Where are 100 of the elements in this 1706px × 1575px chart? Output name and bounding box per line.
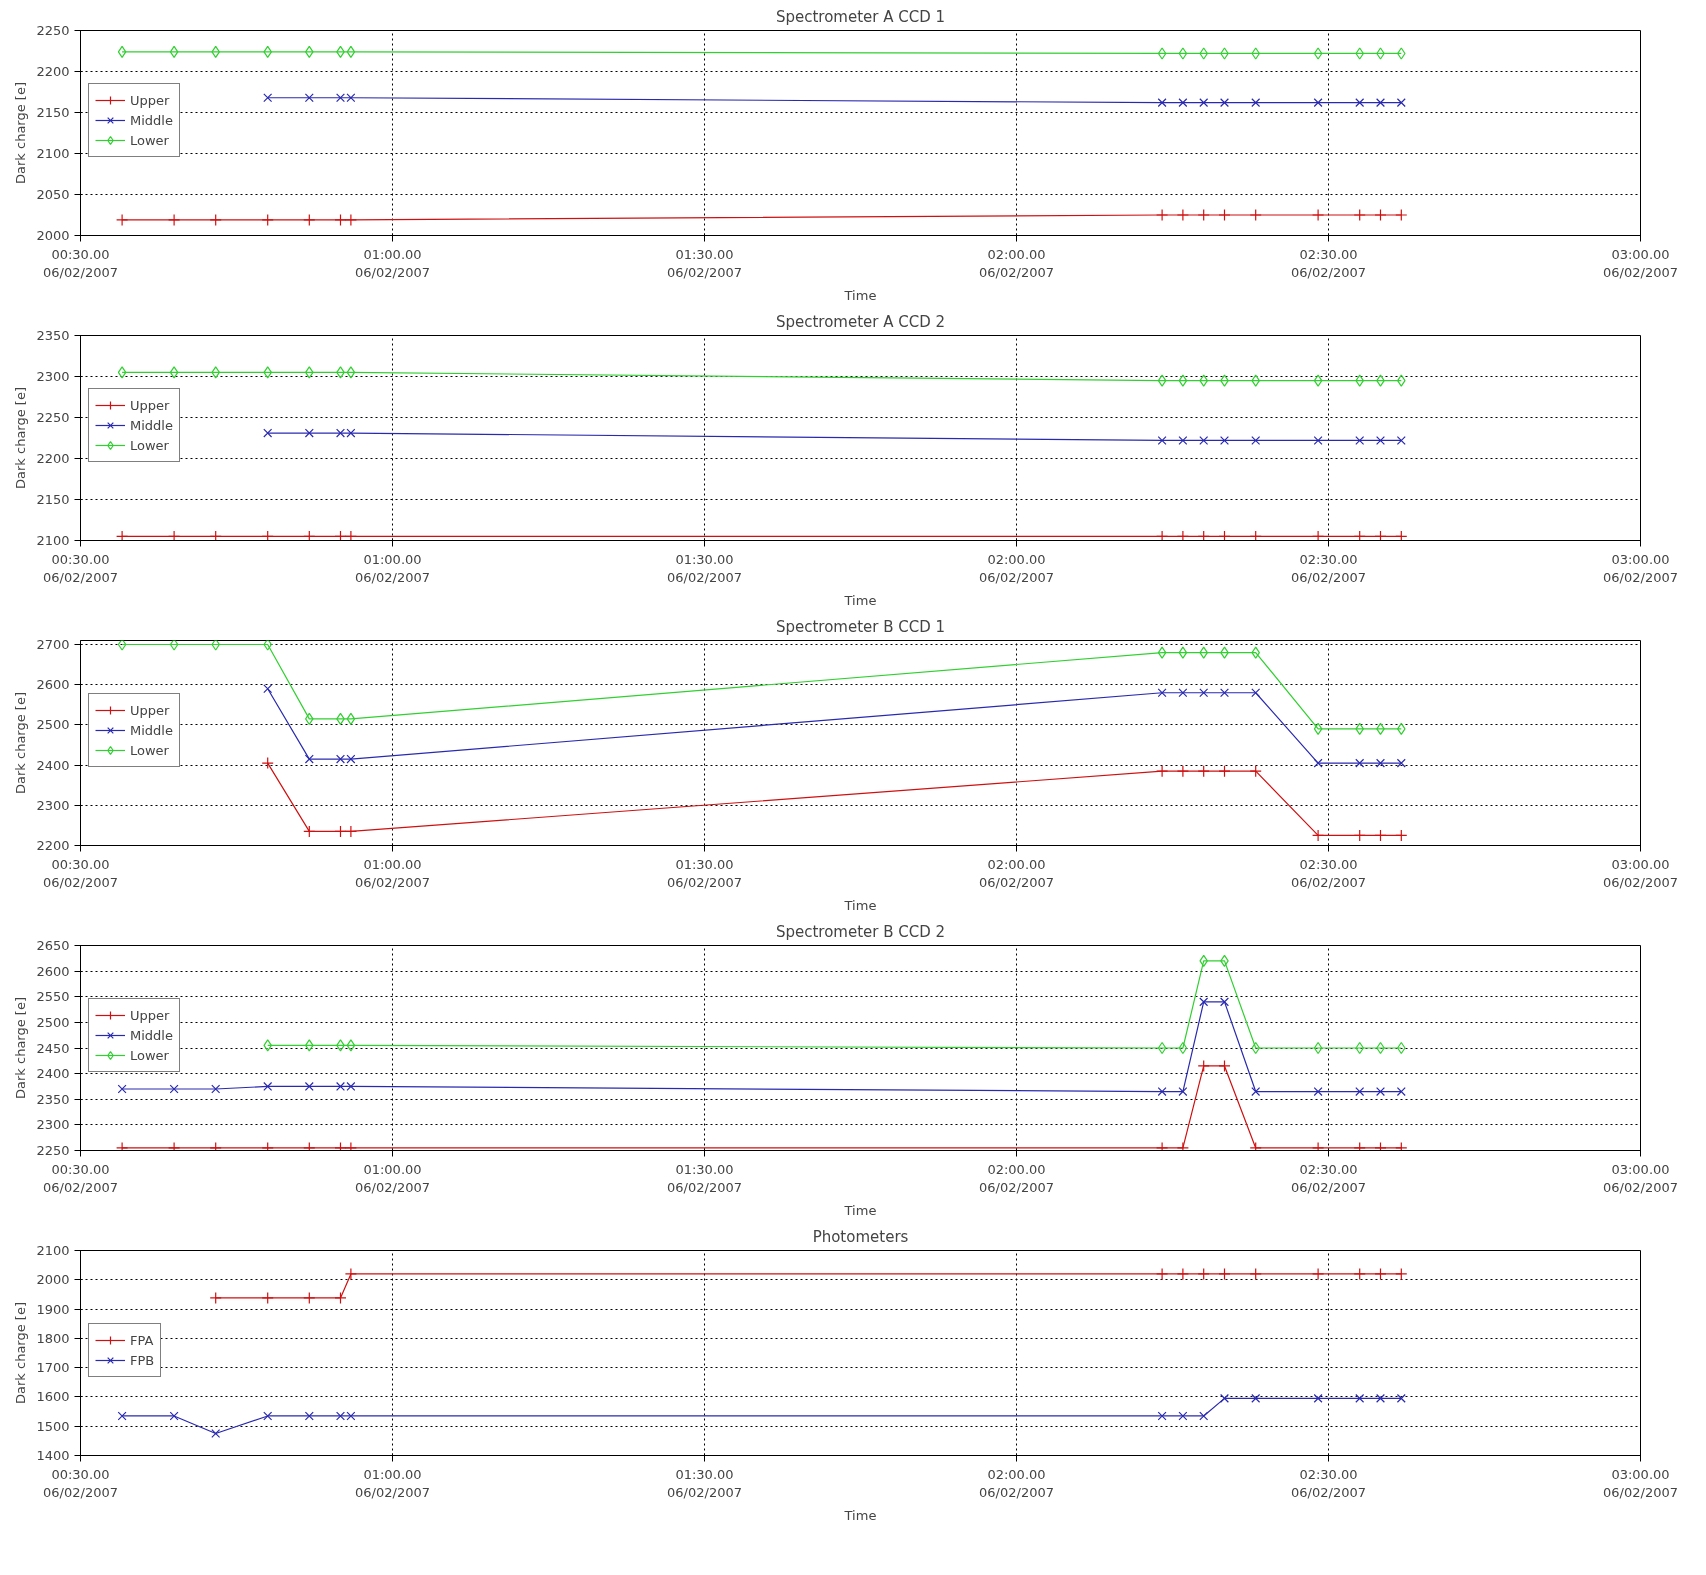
point bbox=[1178, 374, 1188, 387]
point bbox=[1313, 722, 1323, 736]
point bbox=[1220, 997, 1229, 1007]
point bbox=[263, 1411, 273, 1421]
legend-label: Upper bbox=[130, 702, 170, 718]
y-tick-label: 2500 bbox=[36, 1014, 70, 1030]
point bbox=[304, 1081, 314, 1091]
point bbox=[1156, 530, 1169, 541]
point bbox=[1312, 1141, 1325, 1151]
point bbox=[1312, 829, 1325, 842]
point bbox=[261, 530, 274, 541]
legend-label: Lower bbox=[130, 742, 169, 758]
x-tick-label: 01:30.00 06/02/2007 bbox=[667, 1161, 742, 1195]
point bbox=[169, 1411, 179, 1421]
legend-label: Upper bbox=[130, 92, 170, 108]
point bbox=[1178, 1411, 1188, 1421]
x-tick-label: 00:30.00 06/02/2007 bbox=[43, 246, 118, 280]
y-tick-label: 2450 bbox=[36, 1040, 70, 1056]
point bbox=[261, 1141, 274, 1151]
point bbox=[169, 45, 179, 58]
x-tick-label: 02:00.00 06/02/2007 bbox=[979, 551, 1054, 585]
point bbox=[168, 530, 181, 541]
point bbox=[1249, 530, 1262, 541]
legend-label: Upper bbox=[130, 1007, 170, 1023]
point bbox=[304, 1411, 314, 1421]
y-tick-label: 2550 bbox=[36, 989, 70, 1005]
x-tick-label: 01:00.00 06/02/2007 bbox=[355, 1466, 430, 1500]
point bbox=[1197, 1059, 1210, 1073]
point bbox=[1374, 530, 1387, 541]
point bbox=[1355, 1087, 1365, 1097]
y-axis-title: Dark charge [e] bbox=[13, 387, 29, 489]
point bbox=[1249, 1141, 1262, 1151]
x-tick-label: 00:30.00 06/02/2007 bbox=[43, 856, 118, 890]
point bbox=[211, 640, 220, 651]
point bbox=[1249, 208, 1262, 222]
point bbox=[1395, 1267, 1408, 1281]
point bbox=[1220, 1393, 1229, 1403]
x-tick-label: 03:00.00 06/02/2007 bbox=[1603, 856, 1678, 890]
y-tick-label: 1800 bbox=[36, 1330, 70, 1346]
point bbox=[1218, 1267, 1231, 1281]
point bbox=[1249, 765, 1262, 778]
x-axis-title: Time bbox=[843, 592, 877, 608]
point bbox=[1376, 435, 1385, 445]
y-tick-label: 2250 bbox=[36, 23, 70, 38]
point bbox=[1376, 1087, 1385, 1097]
x-tick-label: 03:00.00 06/02/2007 bbox=[1603, 1161, 1678, 1195]
point bbox=[303, 1141, 316, 1151]
y-tick-label: 2400 bbox=[36, 1066, 70, 1082]
point bbox=[1199, 435, 1209, 445]
point bbox=[1157, 1411, 1167, 1421]
chart-title: Spectrometer B CCD 2 bbox=[775, 922, 946, 941]
point bbox=[1176, 1141, 1189, 1151]
point bbox=[1396, 1393, 1406, 1403]
point bbox=[1218, 530, 1231, 541]
point bbox=[116, 213, 129, 227]
legend-label: Lower bbox=[130, 132, 169, 148]
point bbox=[1199, 997, 1209, 1007]
point bbox=[304, 754, 314, 764]
point bbox=[117, 1084, 127, 1094]
x-tick-label: 02:00.00 06/02/2007 bbox=[979, 856, 1054, 890]
x-tick-label: 01:30.00 06/02/2007 bbox=[667, 856, 742, 890]
point bbox=[1374, 208, 1387, 222]
point bbox=[263, 1081, 273, 1091]
point bbox=[334, 213, 347, 227]
point bbox=[1376, 758, 1385, 768]
x-tick-label: 01:30.00 06/02/2007 bbox=[667, 246, 742, 280]
point bbox=[346, 1039, 356, 1052]
point bbox=[304, 93, 314, 103]
point bbox=[1251, 1087, 1261, 1097]
x-tick-label: 02:30.00 06/02/2007 bbox=[1291, 1466, 1366, 1500]
point bbox=[1178, 688, 1188, 698]
point bbox=[1156, 1267, 1169, 1281]
x-axis-title: Time bbox=[843, 287, 877, 303]
point bbox=[344, 530, 357, 541]
point bbox=[168, 1141, 181, 1151]
point bbox=[346, 45, 356, 58]
point bbox=[117, 45, 127, 58]
y-tick-label: 2100 bbox=[36, 146, 70, 161]
point bbox=[116, 1141, 129, 1151]
point bbox=[303, 530, 316, 541]
chart-title: Spectrometer B CCD 1 bbox=[775, 617, 946, 636]
point bbox=[1199, 1411, 1209, 1421]
point bbox=[169, 366, 179, 379]
point bbox=[209, 530, 222, 541]
point bbox=[1376, 98, 1385, 108]
x-tick-label: 02:30.00 06/02/2007 bbox=[1291, 551, 1366, 585]
legend-label: Middle bbox=[130, 112, 173, 128]
y-tick-label: 2700 bbox=[36, 637, 70, 653]
point bbox=[1251, 1393, 1261, 1403]
point bbox=[1156, 765, 1169, 778]
point bbox=[211, 1429, 221, 1439]
point bbox=[1353, 1141, 1366, 1151]
y-tick-label: 2300 bbox=[36, 369, 70, 384]
x-tick-label: 03:00.00 06/02/2007 bbox=[1603, 1466, 1678, 1500]
chart-title: Photometers bbox=[812, 1227, 909, 1246]
point bbox=[1355, 758, 1365, 768]
point bbox=[1374, 1267, 1387, 1281]
legend-label: Middle bbox=[130, 1027, 173, 1043]
point bbox=[1176, 208, 1189, 222]
x-tick-label: 02:30.00 06/02/2007 bbox=[1291, 856, 1366, 890]
